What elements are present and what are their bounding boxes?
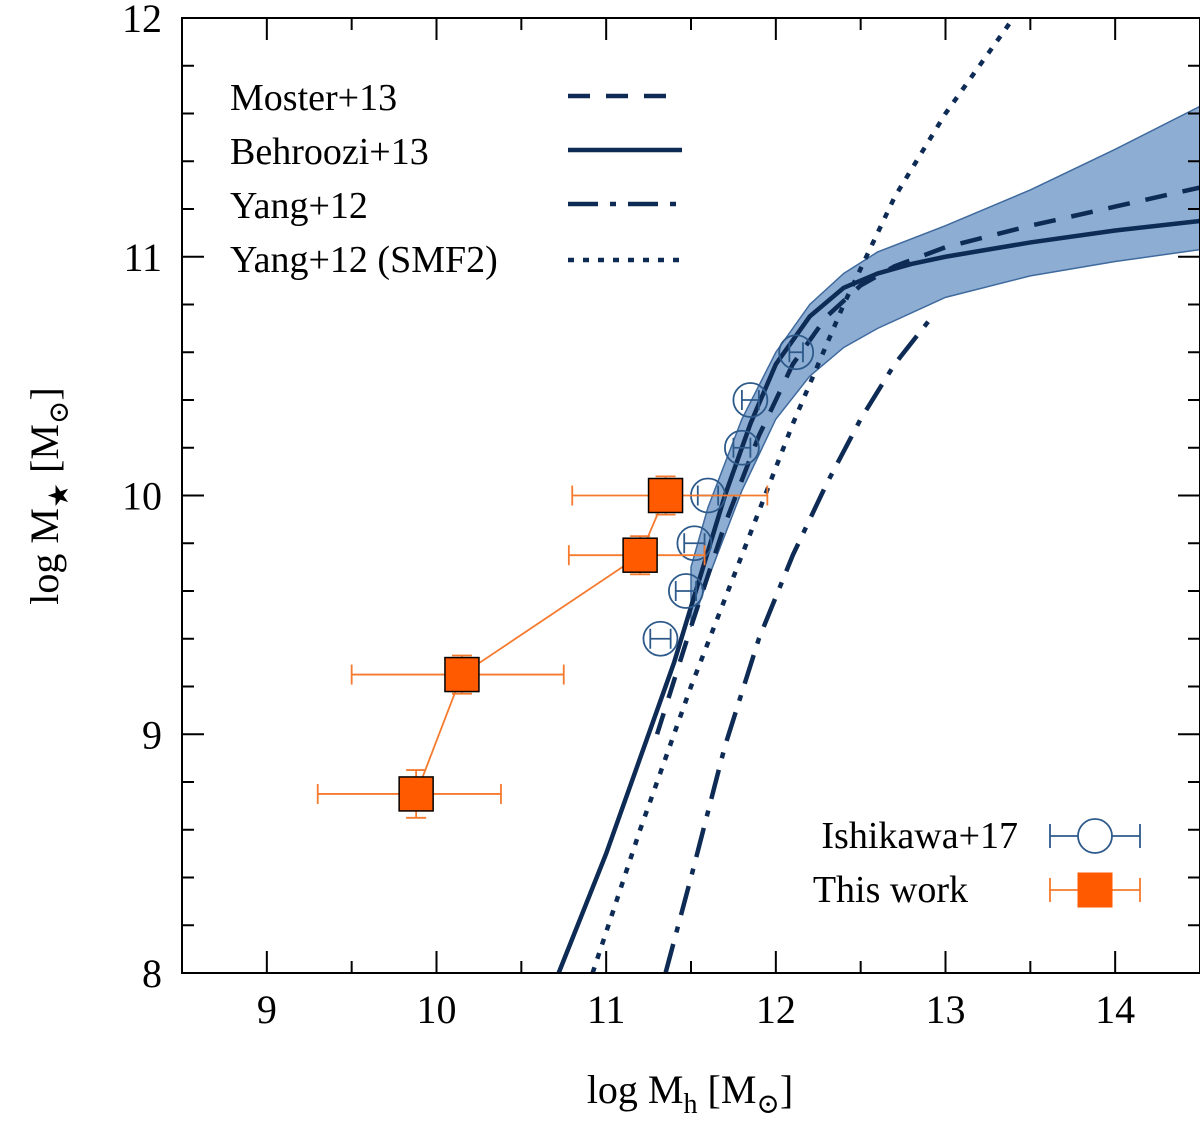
y-tick-label: 11 (123, 235, 162, 280)
legend-label-this-work: This work (813, 869, 968, 911)
svg-text:log M★ [M⊙]: log M★ [M⊙] (22, 387, 75, 604)
legend-this-work-square (1077, 872, 1113, 908)
x-tick-label: 13 (926, 987, 966, 1032)
ishikawa-point (732, 382, 769, 418)
ishikawa-point (778, 334, 815, 371)
ishikawa-point (668, 573, 704, 609)
ishikawa-marker (676, 525, 713, 562)
x-tick-label: 9 (257, 987, 277, 1032)
y-axis-title-sub: ★ (44, 483, 75, 508)
x-tick-label: 14 (1095, 987, 1135, 1032)
plot-area (316, 18, 1200, 973)
this-work-point (567, 535, 706, 576)
y-axis-title-unit: [M (22, 424, 67, 473)
y-axis-title: log M★ [M⊙] (22, 387, 75, 604)
x-tick-label: 10 (417, 987, 457, 1032)
this-work-marker (398, 776, 434, 812)
moster-13-curve (654, 185, 1200, 735)
legend-entry-ishikawa: Ishikawa+17 (821, 815, 1141, 857)
x-axis-title-main: log M (587, 1067, 684, 1112)
svg-text:log Mh [M⊙]: log Mh [M⊙] (587, 1067, 793, 1120)
y-tick-label: 9 (142, 712, 162, 757)
ishikawa-marker (668, 573, 704, 609)
yang-12-curve (663, 319, 931, 973)
legend-label-yang-smf2: Yang+12 (SMF2) (230, 239, 498, 281)
this-work-point (350, 654, 565, 695)
legend-entry-behroozi: Behroozi+13 (230, 131, 682, 173)
this-work-marker (647, 477, 684, 514)
legend-entry-yang-smf2: Yang+12 (SMF2) (230, 239, 682, 281)
x-axis-title-close: ] (780, 1067, 793, 1112)
legend-observations: Ishikawa+17 This work (813, 815, 1141, 911)
model-curves-layer (556, 18, 1200, 973)
ishikawa-marker (778, 334, 815, 371)
axis-ticks-layer: 9 10 11 12 13 14 8 9 10 11 12 (122, 0, 1200, 1032)
ishikawa-marker (732, 382, 769, 418)
behroozi-scatter-band (690, 105, 1200, 628)
this-work-marker (444, 656, 480, 693)
legend-label-moster: Moster+13 (230, 77, 397, 119)
x-axis-title-unit: [M (708, 1067, 757, 1112)
y-tick-label: 10 (122, 474, 162, 519)
behroozi-scatter-band-layer (690, 105, 1200, 628)
ishikawa-marker (724, 429, 760, 466)
legend-ishikawa-circle (1077, 818, 1113, 854)
x-axis-title-sub: h (684, 1089, 698, 1120)
y-tick-label: 12 (122, 0, 162, 41)
ishikawa-marker (642, 620, 679, 657)
this-work-marker (622, 537, 658, 573)
legend-entry-yang: Yang+12 (230, 185, 682, 227)
legend-label-ishikawa: Ishikawa+17 (821, 815, 1018, 857)
this-work-point (571, 475, 769, 516)
x-axis-title: log Mh [M⊙] (587, 1067, 793, 1120)
x-tick-label: 11 (587, 987, 626, 1032)
behroozi-13-curve (556, 218, 1200, 973)
y-tick-label: 8 (142, 951, 162, 996)
legend-label-yang: Yang+12 (230, 185, 368, 227)
legend-models: Moster+13 Behroozi+13 Yang+12 Yang+12 (S… (230, 77, 682, 281)
legend-label-behroozi: Behroozi+13 (230, 131, 429, 173)
x-tick-label: 12 (756, 987, 796, 1032)
legend-marker-this-work (1049, 872, 1141, 908)
legend-marker-ishikawa (1049, 818, 1141, 854)
ishikawa-point (724, 429, 760, 466)
legend-entry-this-work: This work (813, 869, 1141, 911)
y-axis-title-main: log M (22, 508, 67, 605)
this-work-connector (415, 495, 667, 795)
ishikawa-point (676, 525, 713, 562)
ishikawa-point (642, 620, 679, 657)
data-points-layer (316, 334, 815, 819)
this-work-point (316, 769, 502, 819)
legend-entry-moster: Moster+13 (230, 77, 682, 119)
y-axis-title-close: ] (22, 387, 67, 400)
